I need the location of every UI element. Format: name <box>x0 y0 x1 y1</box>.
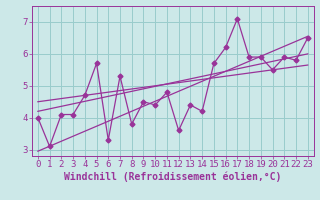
X-axis label: Windchill (Refroidissement éolien,°C): Windchill (Refroidissement éolien,°C) <box>64 172 282 182</box>
